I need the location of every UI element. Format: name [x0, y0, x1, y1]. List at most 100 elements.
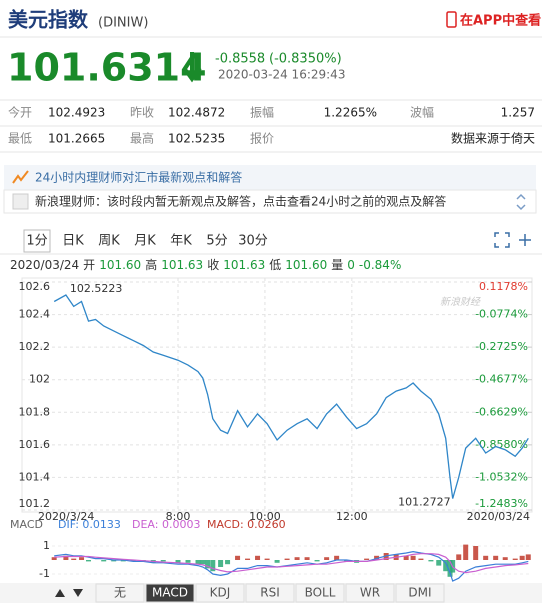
- period-tab[interactable]: 月K: [134, 234, 156, 249]
- stat-value: 1.257: [501, 106, 535, 120]
- y-tick-label: 101.8: [19, 405, 51, 418]
- macd-bar: [245, 558, 251, 560]
- ohlc-label: 低: [269, 258, 281, 272]
- macd-bar: [519, 555, 525, 560]
- y-tick-label: 101.4: [19, 470, 51, 483]
- macd-bar: [225, 560, 231, 565]
- macd-bar: [235, 555, 241, 560]
- period-tab[interactable]: 周K: [98, 234, 120, 249]
- indicator-tab[interactable]: BOLL: [305, 586, 336, 600]
- period-tab[interactable]: 日K: [62, 234, 84, 249]
- y2-tick-label: -0.4677%: [475, 373, 528, 386]
- indicator-tab[interactable]: 无: [114, 586, 126, 600]
- macd-bar: [364, 558, 370, 560]
- macd-bar: [195, 560, 201, 565]
- title: 美元指数: [8, 8, 89, 32]
- macd-bar: [463, 544, 469, 560]
- indicator-tab-bg[interactable]: [195, 583, 245, 603]
- legend-entry: MACD: 0.0260: [207, 518, 286, 531]
- macd-bar: [274, 560, 280, 563]
- period-tab[interactable]: 30分: [238, 234, 268, 249]
- x-tick-label: 12:00: [336, 510, 368, 523]
- phone-icon[interactable]: [446, 11, 457, 28]
- macd-bar: [160, 560, 166, 562]
- macd-bar: [436, 560, 442, 566]
- legend-entry: DIF: 0.0133: [58, 518, 121, 531]
- macd-bar: [374, 555, 380, 560]
- macd-bar: [255, 555, 261, 560]
- stat-value: 101.2665: [48, 132, 105, 146]
- chart-frame: [21, 277, 533, 513]
- ohlc-value: 101.60: [99, 258, 141, 272]
- period-tab[interactable]: 5分: [206, 234, 227, 249]
- macd-bar: [210, 560, 216, 572]
- stat-label: 波幅: [410, 105, 434, 120]
- stat-value: 1.2265%: [324, 106, 377, 120]
- macd-bar: [111, 560, 117, 562]
- ohlc-label: 高: [145, 257, 157, 272]
- x-end-label: 2020/03/24: [467, 510, 530, 523]
- macd-bar: [502, 557, 508, 560]
- ohlc-label: 开: [83, 258, 95, 272]
- down-button[interactable]: [73, 589, 83, 597]
- indicator-tab-selected[interactable]: [145, 583, 195, 603]
- y2-tick-label: 0.1178%: [479, 280, 528, 293]
- stat-label: 报价: [250, 131, 274, 146]
- indicator-tab-bg[interactable]: [95, 583, 145, 603]
- banner-text[interactable]: 24小时内理财师对汇市最新观点和解答: [35, 170, 242, 185]
- y2-tick-label: -0.6629%: [475, 405, 528, 418]
- change-pct: (-0.8350%): [269, 52, 342, 67]
- zoom-icon[interactable]: [519, 234, 531, 246]
- macd-bar: [447, 560, 453, 577]
- indicator-tab-bg[interactable]: [395, 583, 445, 603]
- indicator-tab[interactable]: MACD: [152, 586, 188, 600]
- y2-tick-label: -0.2725%: [475, 340, 528, 353]
- macd-bar: [456, 554, 462, 560]
- macd-bar: [324, 557, 330, 560]
- indicator-tab-bg[interactable]: [245, 583, 295, 603]
- y-tick-label: 101.2: [19, 497, 51, 510]
- fullscreen-icon[interactable]: [494, 232, 510, 248]
- macd-bar: [525, 554, 531, 560]
- macd-bar: [418, 558, 424, 560]
- y-tick-label: 102.4: [19, 308, 51, 321]
- stat-value: 数据来源于倚天: [451, 131, 535, 146]
- x-tick-label: 8:00: [166, 510, 191, 523]
- indicator-tab[interactable]: WR: [360, 586, 380, 600]
- message-box: [3, 189, 537, 214]
- x-start-label: 2020/3/24: [38, 510, 94, 523]
- macd-tick-label: 1: [43, 539, 50, 552]
- period-tab[interactable]: 1分: [26, 234, 47, 249]
- macd-bar: [200, 560, 206, 565]
- indicator-tab[interactable]: DMI: [408, 586, 431, 600]
- banner-icon: [12, 170, 29, 184]
- indicator-tab[interactable]: RSI: [260, 586, 280, 600]
- macd-bar: [294, 557, 300, 560]
- max-label: 102.5223: [70, 282, 123, 295]
- change: -0.8558: [215, 52, 265, 67]
- indicator-tab-bg[interactable]: [345, 583, 395, 603]
- stat-label: 振幅: [250, 105, 274, 120]
- macd-bar: [428, 560, 434, 562]
- ohlc-value: 0: [347, 258, 355, 272]
- macd-bar: [264, 558, 270, 560]
- macd-bar: [473, 546, 479, 560]
- macd-bar: [383, 553, 389, 560]
- y2-tick-label: -1.2483%: [475, 497, 528, 510]
- indicator-tab-bg[interactable]: [295, 583, 345, 603]
- period-tab[interactable]: 年K: [170, 234, 192, 249]
- code: (DINIW): [98, 16, 148, 31]
- min-label: 101.2727: [398, 496, 451, 509]
- macd-bar: [344, 560, 350, 562]
- macd-bar: [304, 557, 310, 560]
- ohlc-date: 2020/03/24: [10, 258, 79, 272]
- up-button[interactable]: [55, 589, 65, 597]
- scroll-arrows[interactable]: [516, 193, 526, 211]
- price: 101.6314: [7, 46, 207, 90]
- advisor-message[interactable]: 新浪理财师：该时段内暂无新观点及解答，点击查看24小时之前的观点及解答: [35, 194, 446, 209]
- indicator-tab[interactable]: KDJ: [210, 586, 231, 600]
- app-link[interactable]: 在APP中查看: [460, 13, 541, 29]
- banner-bg[interactable]: [4, 165, 536, 190]
